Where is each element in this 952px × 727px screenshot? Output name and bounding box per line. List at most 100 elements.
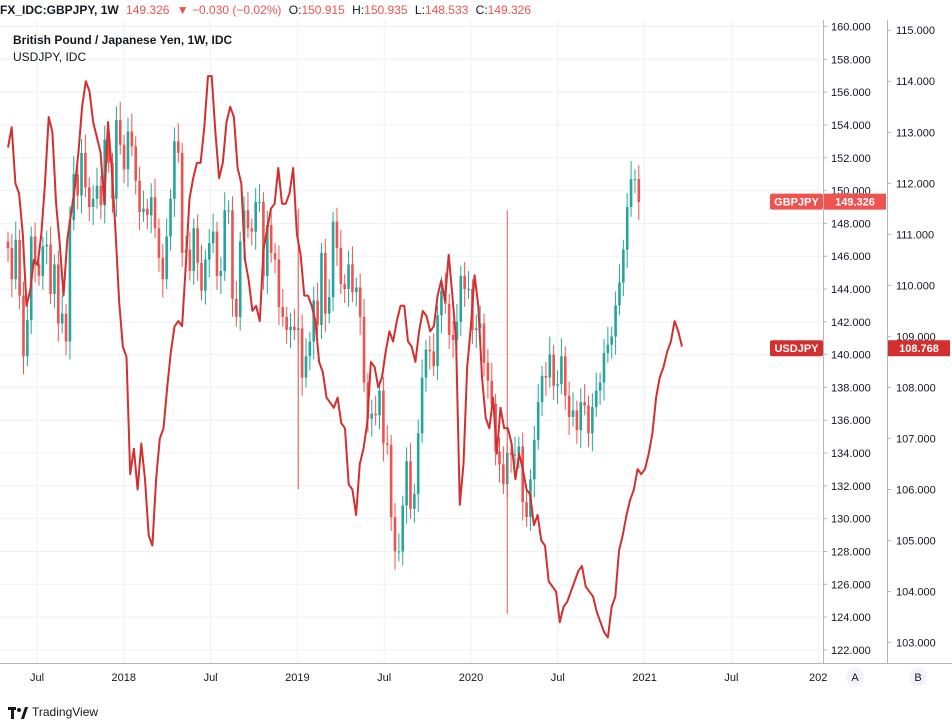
axis-b-tick-label: 108.000 — [896, 382, 936, 394]
candle-body — [575, 410, 579, 431]
candle-body — [10, 248, 14, 280]
open-value: 150.915 — [301, 3, 345, 17]
candle — [502, 446, 505, 495]
high-value: 150.935 — [364, 3, 408, 17]
candle-body — [60, 313, 64, 324]
candle — [370, 399, 374, 437]
axis-b-button-label[interactable]: B — [914, 672, 921, 684]
candle-body — [432, 351, 435, 367]
time-axis-label: 2020 — [459, 672, 483, 684]
symbol-title[interactable]: FX_IDC:GBPJPY, 1W — [0, 3, 119, 17]
high-label: H: — [352, 3, 365, 17]
axis-a-tick-label: 126.000 — [831, 579, 871, 591]
candle — [10, 234, 14, 298]
candle-body — [26, 320, 29, 357]
main-series-legend[interactable]: British Pound / Japanese Yen, 1W, IDC — [13, 33, 233, 47]
candle-body — [416, 433, 420, 495]
candle-body — [556, 384, 559, 386]
candle-body — [235, 298, 238, 317]
candle — [378, 380, 381, 430]
candle-body — [331, 221, 335, 298]
candle — [498, 437, 501, 483]
candle — [308, 331, 312, 371]
compare-series-legend[interactable]: USDJPY, IDC — [13, 50, 86, 64]
candle — [552, 344, 555, 400]
candle-body — [250, 228, 254, 232]
candle — [622, 239, 625, 297]
candle-body — [374, 413, 377, 416]
candle — [389, 434, 393, 531]
last-price: 149.326 — [126, 3, 170, 17]
candle — [347, 250, 350, 308]
candle — [602, 339, 606, 401]
time-axis[interactable]: Jul 2018 Jul 2019 Jul 2020 Jul 2021 Jul 202 — [30, 672, 827, 684]
candle — [176, 123, 180, 163]
candle-body — [420, 377, 424, 434]
candle — [53, 254, 56, 308]
candle — [355, 277, 358, 307]
chart-canvas[interactable]: 122.000 124.000 126.000 128.000 130.000 132.0… — [0, 20, 952, 700]
candle — [618, 264, 621, 316]
close-value: 149.326 — [487, 3, 532, 17]
price-axis-a[interactable]: 122.000 124.000 126.000 128.000 130.000 132.0… — [823, 22, 871, 657]
time-axis-label: Jul — [551, 672, 565, 684]
candle — [91, 184, 95, 226]
candle-body — [587, 405, 590, 434]
candle — [401, 495, 405, 566]
candle — [196, 214, 199, 281]
tradingview-brand[interactable]: TradingView — [32, 705, 99, 719]
last-value-tags: GBPJPY 149.326 USDJPY 108.768 — [770, 193, 950, 357]
candle-body — [378, 390, 381, 416]
price-axis-b[interactable]: 103.000 104.000 105.000 106.000 107.000 108.0… — [887, 25, 936, 650]
candle — [6, 231, 10, 262]
candle-body — [385, 443, 389, 445]
candle — [374, 395, 377, 426]
axis-a-button-label[interactable]: A — [851, 672, 859, 684]
candle — [200, 244, 203, 301]
candle-body — [76, 174, 79, 196]
axis-b-tick-label: 106.000 — [896, 484, 936, 496]
candle — [579, 388, 583, 449]
candle-body — [196, 228, 199, 263]
candle-body — [490, 380, 494, 404]
axis-a-button-bg[interactable] — [846, 668, 864, 686]
candle — [231, 196, 234, 317]
candle-body — [583, 402, 586, 406]
candle-body — [281, 307, 285, 317]
tradingview-logo-icon[interactable] — [8, 706, 28, 720]
candle — [413, 484, 416, 523]
candle — [95, 167, 99, 209]
candle-body — [413, 494, 416, 509]
candle — [211, 213, 215, 253]
candle — [432, 333, 435, 376]
axis-b-button[interactable]: B — [909, 668, 927, 686]
candle-body — [207, 243, 211, 260]
GBPJPY-name-label: GBPJPY — [774, 197, 819, 209]
candle-body — [68, 220, 72, 342]
axis-a-tick-label: 142.000 — [831, 317, 871, 329]
candle-body — [138, 180, 141, 212]
candle-body — [265, 225, 269, 276]
candle — [126, 117, 130, 188]
candle-body — [84, 152, 87, 188]
axis-a-button[interactable]: A — [846, 668, 864, 686]
candle-body — [57, 264, 60, 324]
candle-body — [211, 231, 215, 244]
candle — [87, 177, 91, 221]
candle — [575, 400, 579, 445]
candle-body — [533, 439, 536, 480]
down-arrow-icon: ▼ — [176, 3, 189, 17]
candle-body — [351, 264, 354, 293]
candle-body — [157, 228, 161, 258]
candle-body — [467, 289, 470, 291]
time-axis-label: 202 — [809, 672, 827, 684]
candle-body — [502, 464, 505, 485]
candle — [223, 192, 227, 281]
candle-body — [14, 239, 18, 280]
USDJPY-value-tag — [888, 340, 950, 357]
candle-body — [304, 356, 308, 378]
candle — [250, 218, 254, 246]
axis-b-button-bg[interactable] — [909, 668, 927, 686]
candle-body — [571, 410, 575, 417]
candle — [517, 436, 521, 469]
